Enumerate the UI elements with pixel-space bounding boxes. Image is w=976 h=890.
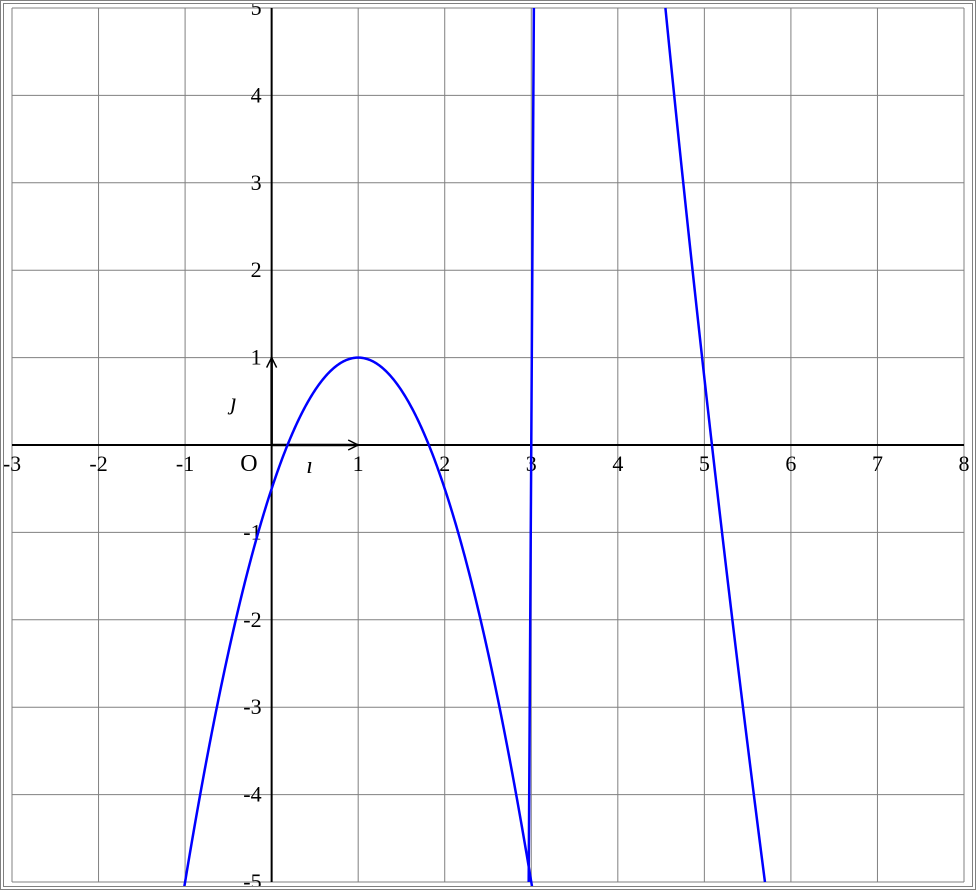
y-tick-label: 3 bbox=[251, 170, 262, 195]
x-tick-label: 5 bbox=[699, 451, 710, 476]
chart-container: -3-2-112345678-5-4-3-2-112345Oı⃗ȷ⃗ bbox=[0, 0, 976, 890]
i-vector-label: ı⃗ bbox=[306, 453, 331, 479]
y-tick-label: 4 bbox=[251, 82, 262, 107]
x-tick-label: 2 bbox=[439, 451, 450, 476]
x-tick-label: 8 bbox=[959, 451, 970, 476]
origin-label: O bbox=[240, 451, 257, 477]
y-tick-label: 2 bbox=[251, 257, 262, 282]
y-tick-label: 5 bbox=[251, 4, 262, 20]
x-tick-label: -1 bbox=[176, 451, 194, 476]
x-tick-label: -3 bbox=[4, 451, 21, 476]
y-tick-label: -2 bbox=[243, 607, 261, 632]
x-tick-label: 4 bbox=[612, 451, 623, 476]
x-tick-label: -2 bbox=[89, 451, 107, 476]
y-tick-label: -4 bbox=[243, 782, 261, 807]
x-tick-label: 6 bbox=[785, 451, 796, 476]
x-tick-label: 7 bbox=[872, 451, 883, 476]
y-tick-label: 1 bbox=[251, 345, 262, 370]
y-tick-label: -5 bbox=[243, 869, 261, 886]
j-vector-label: ȷ⃗ bbox=[227, 389, 255, 415]
x-tick-label: 1 bbox=[353, 451, 364, 476]
chart-svg: -3-2-112345678-5-4-3-2-112345Oı⃗ȷ⃗ bbox=[4, 4, 972, 886]
y-tick-label: -3 bbox=[243, 694, 261, 719]
